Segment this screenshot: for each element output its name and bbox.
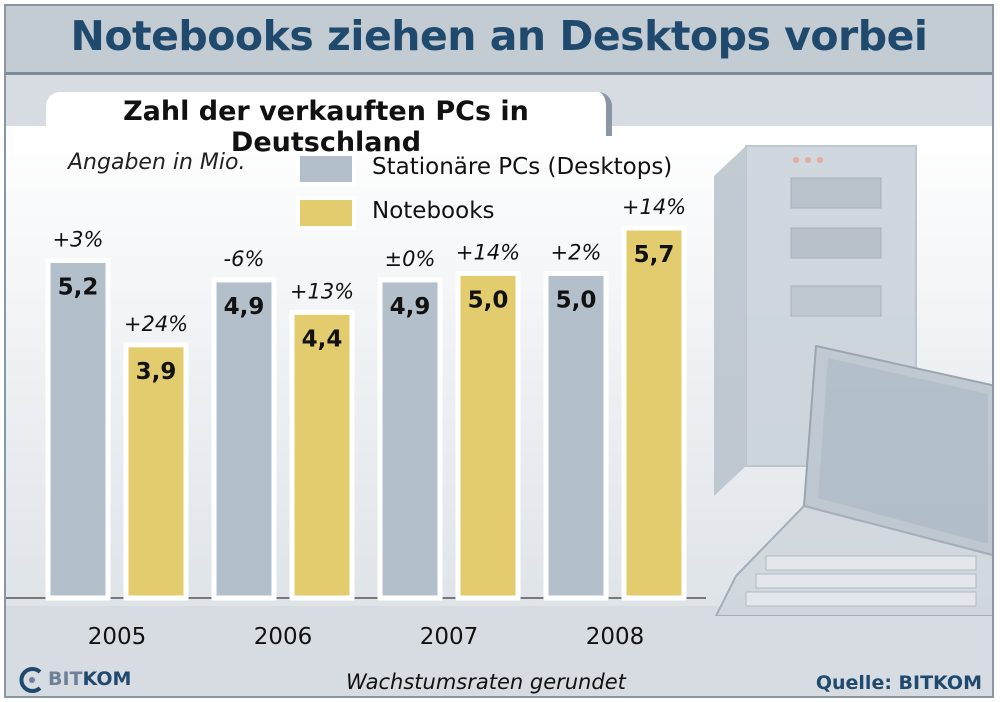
bitkom-logo-text: BITKOM (48, 668, 132, 690)
value-label: 5,2 (58, 274, 99, 300)
growth-label: +3% (53, 227, 104, 251)
bitkom-logo-icon (19, 667, 42, 693)
x-tick-label: 2008 (586, 624, 645, 650)
value-label: 4,9 (390, 294, 431, 320)
growth-label: +2% (551, 240, 602, 264)
bar-desktops-2005 (45, 257, 111, 601)
unit-note: Angaben in Mio. (68, 150, 246, 175)
value-label: 5,7 (634, 242, 675, 268)
legend-swatch-desktops (296, 152, 356, 186)
value-label: 5,0 (556, 287, 597, 313)
legend-label-notebooks: Notebooks (372, 198, 495, 224)
chart-panel: Notebooks ziehen an Desktops vorbei (4, 4, 994, 698)
bar-notebooks-2006 (289, 309, 355, 601)
growth-label: +14% (456, 240, 520, 264)
growth-label: +13% (290, 279, 354, 303)
bar-chart: 5,2 +3% 3,9 +24% 2005 4,9 -6% 4,4 +13% 2006 4,9 ±0%… (6, 195, 706, 650)
legend-swatch-notebooks (296, 196, 356, 230)
footnote: Wachstumsraten gerundet (346, 670, 626, 694)
title-banner: Notebooks ziehen an Desktops vorbei (6, 6, 992, 75)
x-tick-label: 2007 (420, 624, 479, 650)
value-label: 5,0 (468, 287, 509, 313)
x-tick-label: 2006 (254, 624, 313, 650)
subtitle-tab: Zahl der verkauften PCs in Deutschland (46, 92, 612, 158)
growth-label: +24% (124, 312, 188, 336)
bar-notebooks-2008 (621, 225, 687, 601)
growth-label: ±0% (385, 247, 436, 271)
chart-title: Notebooks ziehen an Desktops vorbei (70, 12, 928, 60)
source-note: Quelle: BITKOM (815, 672, 982, 694)
legend-label-desktops: Stationäre PCs (Desktops) (372, 154, 673, 180)
value-label: 3,9 (136, 359, 177, 385)
chart-subtitle: Zahl der verkauften PCs in Deutschland (123, 96, 529, 158)
computer-illustration-icon (714, 145, 992, 616)
bar-notebooks-2007 (455, 270, 521, 601)
bar-notebooks-2005 (123, 342, 189, 601)
bar-desktops-2007 (377, 277, 443, 601)
value-label: 4,4 (302, 326, 343, 352)
bar-desktops-2008 (543, 270, 609, 601)
growth-label: -6% (224, 247, 265, 271)
x-tick-label: 2005 (88, 624, 147, 650)
value-label: 4,9 (224, 294, 265, 320)
bar-desktops-2006 (211, 277, 277, 601)
growth-label: +14% (622, 195, 686, 219)
